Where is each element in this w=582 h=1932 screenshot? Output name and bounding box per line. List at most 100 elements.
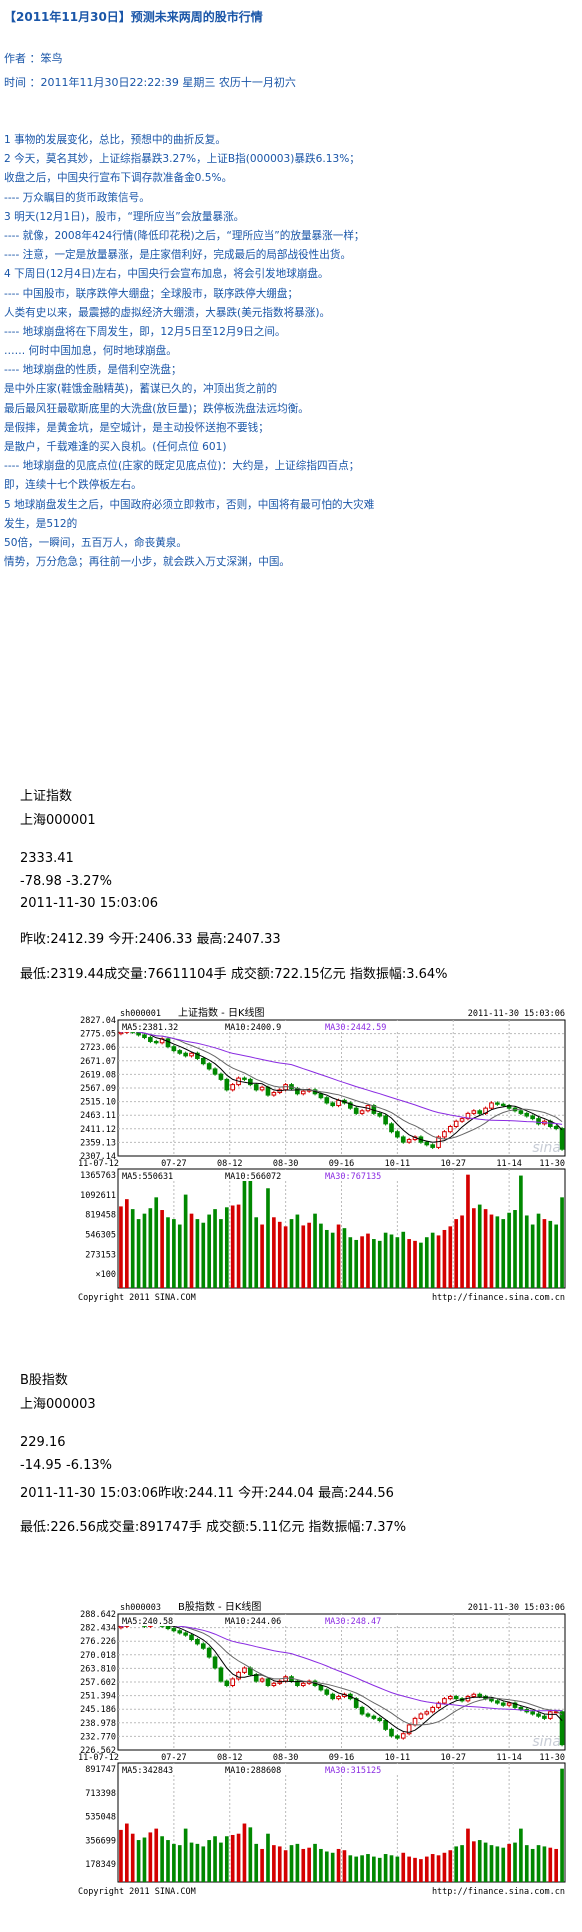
date-axis-label: 10-11 [385,1753,411,1763]
volume-bar [354,1856,359,1882]
article-line: 最后最风狂最歇斯底里的大洗盘(放巨量)；跌停板洗盘法远均衡。 [4,402,309,415]
ma-legend-bg [120,1021,210,1032]
price-axis-label: 263.810 [80,1664,116,1674]
candle [259,1678,265,1682]
volume-bar [224,1836,229,1882]
candle [500,1103,506,1107]
stock-stats-row2: 最低:2319.44成交量:76611104手 成交额:722.15亿元 指数振… [20,967,448,982]
stock-stats-row1: 昨收:2412.39 今开:2406.33 最高:2407.33 [20,932,281,947]
volume-bar [348,1855,353,1882]
candle [283,1084,288,1091]
volume-bar [489,1214,494,1288]
article-line: 人类有史以来，最震撼的虚拟经济大绷溃，大暴跌(美元指数将暴涨)。 [4,306,331,319]
volume-bar [389,1234,394,1288]
candle [389,1123,394,1133]
article-title[interactable]: 【2011年11月30日】预测未来两周的股市行情 [4,10,263,24]
date-axis-label: 10-11 [385,1159,411,1169]
volume-bar [466,1174,470,1288]
candle [265,1086,271,1096]
volume-bar [166,1840,170,1882]
volume-bar [142,1837,147,1882]
candle [365,1713,371,1717]
date-axis-label: 07-27 [161,1753,187,1763]
candle [547,1711,553,1719]
volume-bar [442,1229,447,1288]
volume-bar [177,1845,182,1882]
ma-legend-ma30: MA30:248.47 [325,1617,381,1627]
volume-bar [195,1843,200,1882]
candle [424,1711,430,1715]
volume-bar [313,1213,317,1288]
volume-bar [360,1236,364,1288]
date-axis-label: 11-07-12 [78,1159,119,1169]
volume-bar [148,1832,153,1882]
stock-price: 229.16 [20,1435,66,1450]
price-axis-label: 270.018 [80,1651,116,1661]
date-axis-label: 08-30 [273,1753,299,1763]
kline-chart-sh000001: sh000001 上证指数 - 日K线图 2011-11-30 15:03:06 28… [70,1006,570,1306]
volume-bar [336,1224,341,1288]
candle [224,1078,230,1091]
candle [353,1107,359,1114]
volume-bar [277,1221,282,1288]
article-line: 收盘之后，中国央行宣布下调存款准备金0.5%。 [4,172,233,185]
volume-axis-label: 1092611 [80,1191,116,1201]
volume-bar [419,1242,423,1288]
volume-bar [442,1852,447,1882]
volume-bar [177,1224,182,1288]
volume-bar [342,1850,347,1882]
candle [271,1091,277,1096]
candle [453,1695,459,1700]
ma10-line [120,1623,563,1726]
volume-bar [324,1229,329,1288]
candle [200,1643,206,1649]
ma-legend-ma5: MA5:240.58 [122,1617,173,1627]
candle [406,1139,412,1143]
kline-chart-svg: sh000001 上证指数 - 日K线图 2011-11-30 15:03:06 28… [78,1006,566,1303]
volume-bar [130,1209,135,1288]
candle [418,1713,424,1719]
candle [471,1693,477,1697]
vol-legend-vma10: MA10:288608 [225,1766,281,1776]
volume-bar [342,1228,347,1288]
volume-bar [507,1843,511,1882]
vol-legend-bg [323,1170,413,1181]
candle [283,1676,288,1682]
volume-axis-label: 356699 [85,1836,116,1846]
volume-bar [460,1845,464,1882]
volume-bar [536,1213,541,1288]
candle [377,1112,383,1117]
candle [471,1110,477,1114]
candle [330,1102,336,1107]
volume-bar [260,1224,264,1288]
stock-code: 上海000003 [20,1397,96,1412]
volume-bar [407,1856,411,1882]
candle [530,1115,535,1120]
volume-bar [519,1828,523,1882]
volume-bar [213,1209,217,1288]
ma-legend-ma10: MA10:244.06 [225,1617,281,1627]
chart-source-url: http://finance.sina.com.cn [432,1293,565,1303]
date-axis-label: 10-27 [440,1753,466,1763]
volume-bar [307,1847,311,1882]
chart-copyright: Copyright 2011 SINA.COM [78,1887,196,1897]
article-line: ---- 地球崩盘将在下周发生，即，12月5日至12月9日之间。 [4,325,286,338]
candle [536,1118,541,1125]
volume-bar [483,1842,488,1882]
ma-legend-bg [223,1615,313,1626]
kline-chart-sh000003: sh000003 B股指数 - 日K线图 2011-11-30 15:03:06 28… [70,1600,570,1900]
article-line: ---- 地球崩盘的见底点位(庄家的既定见底点位)：大约是，上证综指四百点； [4,460,360,473]
candle [512,1702,518,1708]
volume-bar [554,1224,559,1288]
price-axis-label: 2411.12 [80,1125,116,1135]
volume-axis-label: 1365763 [80,1171,116,1181]
article-body: 1 事物的发展变化，总比，预想中的曲折反复。 2 今天，莫名其妙，上证综指暴跌3.… [4,131,574,572]
volume-bar [477,1840,482,1882]
volume-bar [283,1850,288,1882]
volume-bar [136,1840,141,1882]
volume-bar [207,1214,211,1288]
volume-bar [248,1180,253,1288]
candle [242,1667,247,1673]
price-axis-label: 245.186 [80,1705,116,1715]
article-line: ---- 中国股市，联序跌停大绷盘；全球股市，联序跌停大绷盘； [4,287,299,300]
